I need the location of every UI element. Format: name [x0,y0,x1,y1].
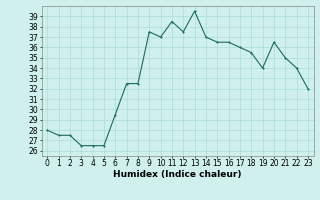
X-axis label: Humidex (Indice chaleur): Humidex (Indice chaleur) [113,170,242,179]
